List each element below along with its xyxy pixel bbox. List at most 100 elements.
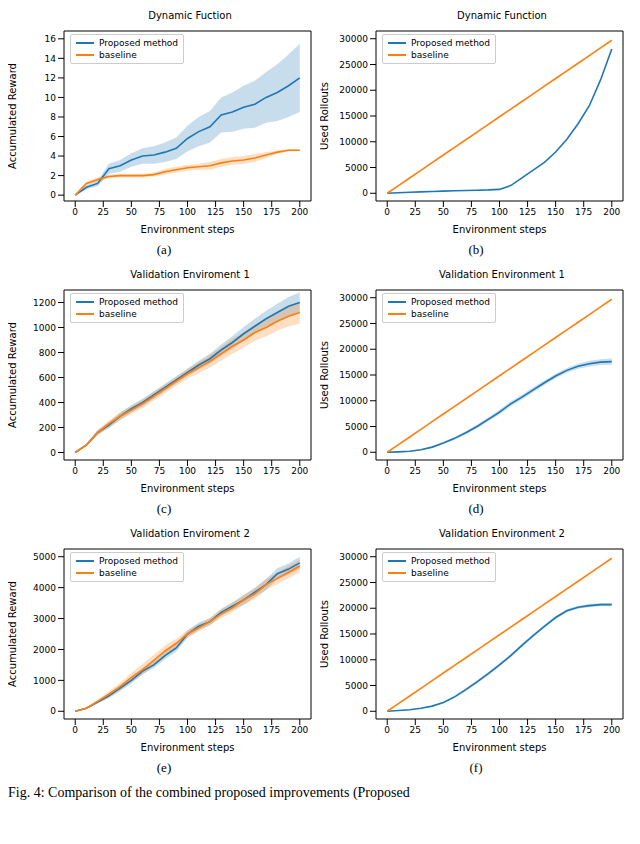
svg-text:75: 75 [466,725,477,735]
svg-text:0: 0 [362,188,368,198]
svg-text:125: 125 [519,207,536,217]
svg-text:Environment steps: Environment steps [453,742,547,753]
svg-text:10: 10 [45,93,57,103]
svg-text:12: 12 [45,73,56,83]
svg-text:25: 25 [98,466,109,476]
svg-text:2: 2 [50,171,56,181]
svg-text:Accumulated Reward: Accumulated Reward [8,322,18,428]
svg-text:50: 50 [438,466,450,476]
svg-text:20000: 20000 [339,85,368,95]
svg-text:10000: 10000 [339,396,368,406]
svg-text:2000: 2000 [33,645,56,655]
svg-text:175: 175 [575,466,592,476]
svg-text:75: 75 [154,207,165,217]
svg-text:0: 0 [384,466,390,476]
svg-text:200: 200 [603,207,620,217]
svg-text:0: 0 [384,725,390,735]
svg-text:30000: 30000 [339,34,368,44]
svg-text:150: 150 [547,725,564,735]
svg-text:125: 125 [519,725,536,735]
svg-text:Environment steps: Environment steps [453,483,547,494]
svg-text:75: 75 [154,466,165,476]
svg-text:175: 175 [263,466,280,476]
svg-text:125: 125 [207,207,224,217]
svg-text:Environment steps: Environment steps [141,742,235,753]
svg-text:8: 8 [50,112,56,122]
svg-text:50: 50 [126,207,138,217]
svg-text:5000: 5000 [345,422,368,432]
svg-text:150: 150 [547,207,564,217]
svg-text:16: 16 [45,34,57,44]
svg-text:100: 100 [179,207,196,217]
svg-text:25: 25 [410,207,421,217]
svg-text:Used Rollouts: Used Rollouts [320,600,330,668]
svg-text:20000: 20000 [339,603,368,613]
svg-text:100: 100 [179,466,196,476]
svg-text:4000: 4000 [33,583,56,593]
svg-text:25000: 25000 [339,60,368,70]
svg-text:0: 0 [384,207,390,217]
svg-text:Environment steps: Environment steps [453,224,547,235]
svg-text:1000: 1000 [33,676,56,686]
svg-text:25: 25 [410,466,421,476]
svg-text:175: 175 [575,207,592,217]
svg-text:0: 0 [50,190,56,200]
svg-text:150: 150 [235,466,252,476]
svg-text:15000: 15000 [339,370,368,380]
svg-text:50: 50 [438,207,450,217]
svg-text:0: 0 [50,448,56,458]
svg-text:Environment steps: Environment steps [141,224,235,235]
svg-text:30000: 30000 [339,552,368,562]
svg-text:0: 0 [362,447,368,457]
svg-text:0: 0 [72,725,78,735]
svg-text:15000: 15000 [339,629,368,639]
svg-text:200: 200 [603,725,620,735]
svg-text:Environment steps: Environment steps [141,483,235,494]
svg-text:200: 200 [39,423,56,433]
svg-text:150: 150 [235,207,252,217]
svg-text:3000: 3000 [33,614,56,624]
svg-text:30000: 30000 [339,293,368,303]
svg-text:100: 100 [179,725,196,735]
svg-text:20000: 20000 [339,344,368,354]
svg-text:Used Rollouts: Used Rollouts [320,82,330,150]
svg-text:50: 50 [126,466,138,476]
svg-text:10000: 10000 [339,655,368,665]
svg-text:1000: 1000 [33,323,56,333]
svg-text:Used Rollouts: Used Rollouts [320,341,330,409]
svg-text:0: 0 [362,706,368,716]
svg-text:175: 175 [263,725,280,735]
svg-text:125: 125 [207,466,224,476]
svg-text:175: 175 [263,207,280,217]
svg-text:75: 75 [154,725,165,735]
svg-text:200: 200 [291,725,308,735]
svg-text:200: 200 [291,466,308,476]
svg-text:150: 150 [547,466,564,476]
svg-text:125: 125 [207,725,224,735]
svg-text:5000: 5000 [33,552,56,562]
svg-text:100: 100 [491,466,508,476]
svg-text:1200: 1200 [33,298,56,308]
svg-text:200: 200 [291,207,308,217]
svg-text:50: 50 [438,725,450,735]
svg-text:14: 14 [45,54,57,64]
svg-text:150: 150 [235,725,252,735]
svg-text:5000: 5000 [345,163,368,173]
svg-text:25: 25 [98,207,109,217]
svg-text:25000: 25000 [339,578,368,588]
svg-text:25: 25 [410,725,421,735]
svg-text:5000: 5000 [345,681,368,691]
svg-text:15000: 15000 [339,111,368,121]
svg-text:50: 50 [126,725,138,735]
svg-text:800: 800 [39,348,56,358]
svg-text:0: 0 [72,207,78,217]
svg-text:25000: 25000 [339,319,368,329]
svg-text:75: 75 [466,207,477,217]
svg-text:125: 125 [519,466,536,476]
svg-text:600: 600 [39,373,56,383]
svg-text:6: 6 [50,132,56,142]
svg-text:100: 100 [491,207,508,217]
svg-text:175: 175 [575,725,592,735]
svg-text:200: 200 [603,466,620,476]
svg-text:10000: 10000 [339,137,368,147]
